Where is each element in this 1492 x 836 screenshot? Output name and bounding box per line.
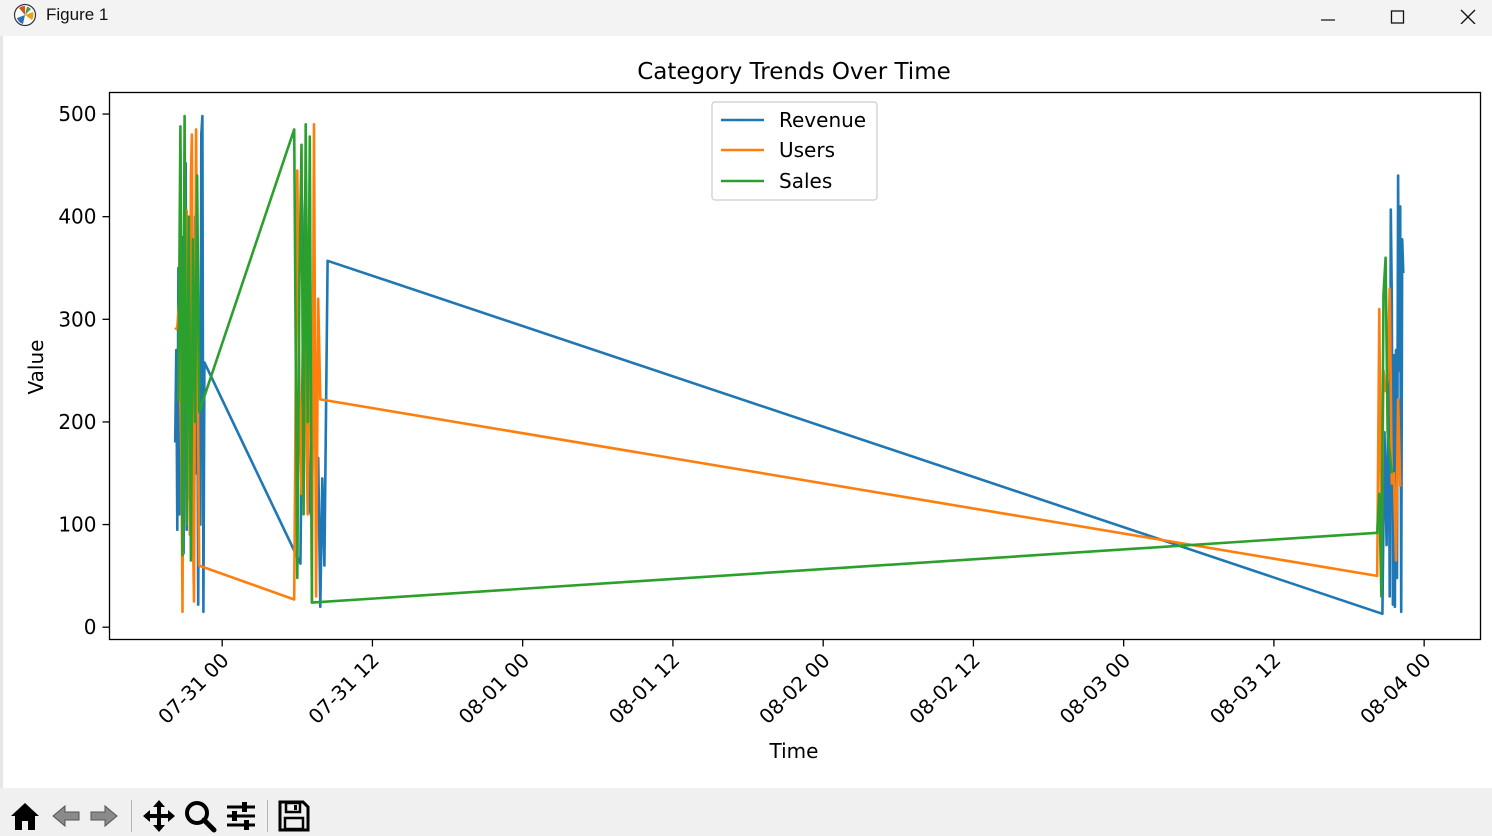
close-button[interactable] xyxy=(1433,0,1492,32)
legend: Revenue Users Sales xyxy=(711,101,878,201)
floppy-disk-icon xyxy=(278,800,310,832)
close-icon xyxy=(1460,9,1476,24)
legend-label-revenue: Revenue xyxy=(779,108,866,132)
x-axis-ticks: 07-31 00 07-31 12 08-01 00 08-01 12 08-02 00… xyxy=(153,639,1436,729)
x-tick-label: 07-31 00 xyxy=(153,648,234,729)
matplotlib-logo-icon xyxy=(13,3,37,27)
y-tick-label: 300 xyxy=(58,307,96,331)
magnifier-icon xyxy=(185,801,217,833)
y-tick-label: 400 xyxy=(58,205,96,229)
navigation-toolbar xyxy=(0,788,1492,836)
save-button[interactable] xyxy=(276,798,312,834)
x-tick-label: 08-04 00 xyxy=(1355,648,1436,729)
arrow-left-icon xyxy=(52,804,80,828)
x-tick-label: 07-31 12 xyxy=(303,648,384,729)
plot-lines xyxy=(173,114,1405,616)
pan-button[interactable] xyxy=(141,798,177,834)
line-chart: Category Trends Over Time 0 100 200 300 400 5… xyxy=(24,59,1482,763)
legend-label-users: Users xyxy=(779,138,835,162)
home-icon xyxy=(11,803,39,830)
sliders-icon xyxy=(227,802,255,830)
home-button[interactable] xyxy=(7,798,43,834)
toolbar-separator xyxy=(131,800,132,832)
y-tick-label: 0 xyxy=(84,615,97,639)
y-tick-label: 200 xyxy=(58,410,96,434)
zoom-button[interactable] xyxy=(182,798,218,834)
window-left-edge xyxy=(0,36,3,836)
back-button[interactable] xyxy=(48,798,84,834)
y-tick-label: 500 xyxy=(58,102,96,126)
axes-frame xyxy=(108,91,1482,641)
maximize-button[interactable] xyxy=(1363,0,1433,32)
minimize-icon xyxy=(1321,19,1335,21)
maximize-icon xyxy=(1390,10,1405,24)
legend-box xyxy=(711,101,878,201)
toolbar-separator xyxy=(267,800,268,832)
forward-button[interactable] xyxy=(86,798,122,834)
y-axis-ticks: 0 100 200 300 400 500 xyxy=(58,102,110,639)
x-tick-label: 08-02 00 xyxy=(754,648,835,729)
configure-subplots-button[interactable] xyxy=(223,798,259,834)
minimize-button[interactable] xyxy=(1293,0,1363,32)
x-tick-label: 08-01 12 xyxy=(604,648,685,729)
legend-label-sales: Sales xyxy=(779,169,832,193)
series-line-sales xyxy=(177,114,1394,604)
x-tick-label: 08-03 12 xyxy=(1205,648,1286,729)
chart-title: Category Trends Over Time xyxy=(637,59,951,85)
x-axis-label: Time xyxy=(769,739,819,763)
window-title: Figure 1 xyxy=(46,5,109,24)
x-tick-label: 08-01 00 xyxy=(454,648,535,729)
figure-canvas[interactable]: Category Trends Over Time 0 100 200 300 400 5… xyxy=(3,36,1492,788)
x-tick-label: 08-02 12 xyxy=(904,648,985,729)
y-tick-label: 100 xyxy=(58,513,96,537)
move-icon xyxy=(143,800,175,832)
window-titlebar: Figure 1 xyxy=(0,0,1492,36)
y-axis-label: Value xyxy=(24,340,48,395)
arrow-right-icon xyxy=(90,804,118,828)
x-tick-label: 08-03 00 xyxy=(1055,648,1136,729)
